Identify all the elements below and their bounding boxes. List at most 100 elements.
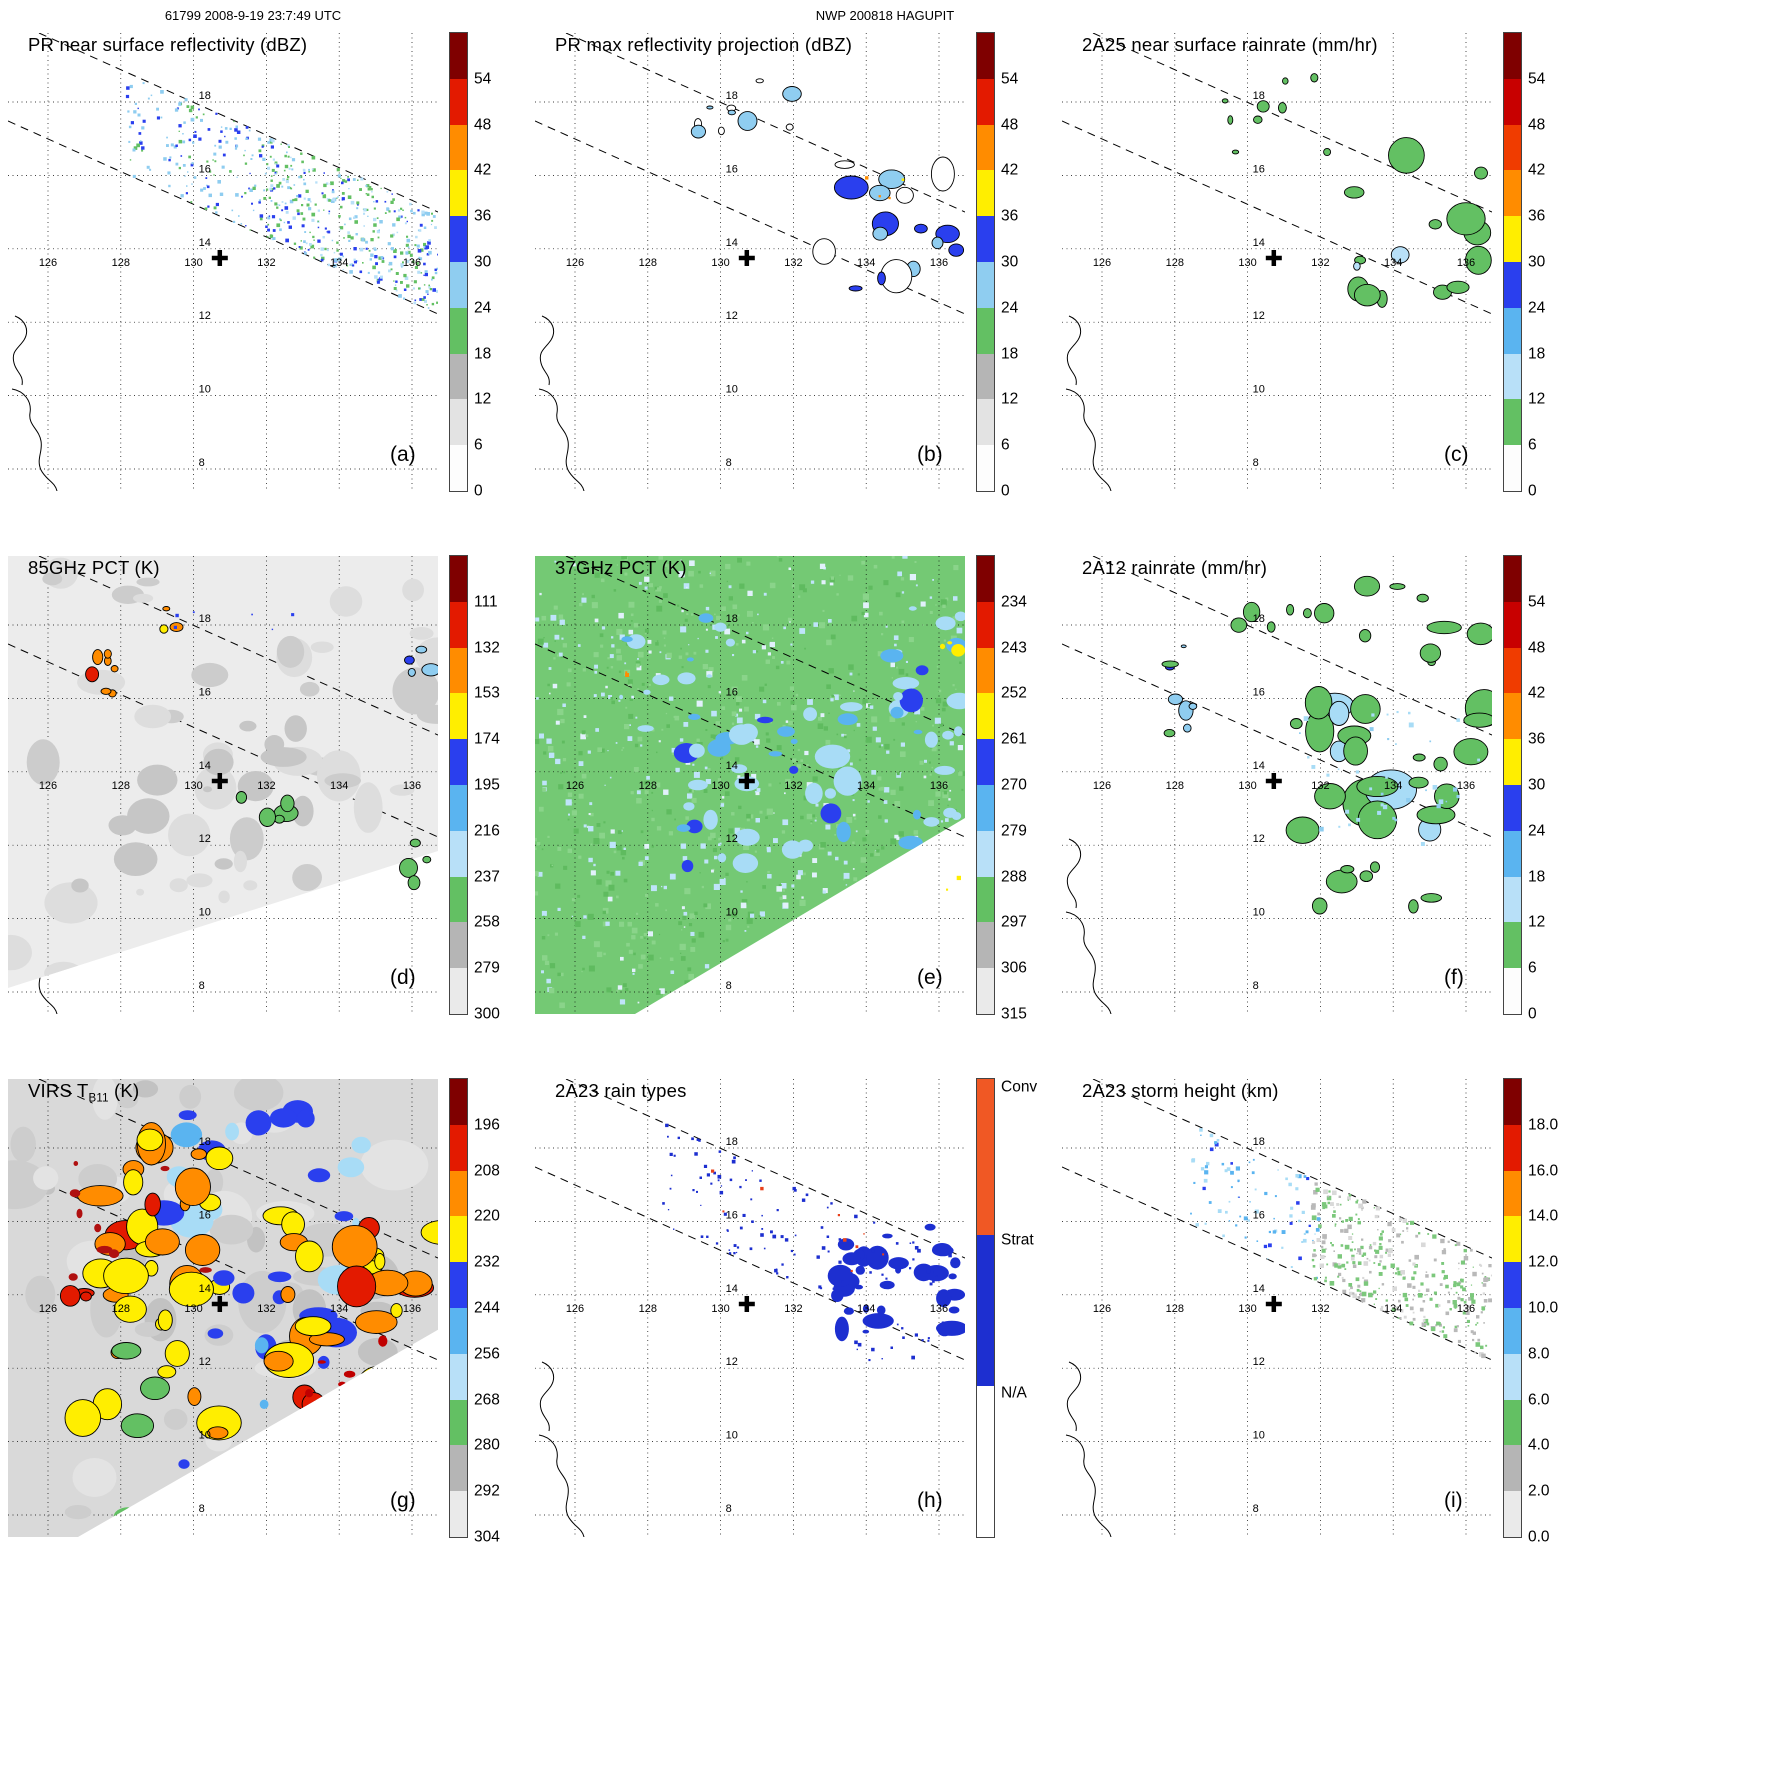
colorbar-tick: 48	[1528, 115, 1546, 133]
grid-lines	[1062, 33, 1492, 491]
svg-text:18: 18	[199, 90, 211, 102]
colorbar-ticks-f: 54 48 42 36 30 24 18 12 6 0	[1528, 556, 1582, 1021]
storm-center-marker	[738, 249, 755, 266]
svg-text:12: 12	[1253, 310, 1265, 322]
colorbar-segment	[977, 124, 994, 171]
colorbar-tick: 270	[1001, 776, 1027, 794]
panel-letter: (b)	[917, 443, 943, 466]
colorbar-segment	[1504, 922, 1521, 969]
colorbar-tick: N/A	[1001, 1384, 1027, 1402]
storm-center-marker	[1265, 249, 1282, 266]
colorbar-tick: 6	[1528, 959, 1537, 977]
svg-text:8: 8	[726, 457, 732, 469]
field-cluster	[1190, 1128, 1321, 1280]
svg-text:12: 12	[199, 310, 211, 322]
svg-text:8: 8	[199, 457, 205, 469]
svg-text:134: 134	[857, 780, 875, 792]
colorbar-tick: 280	[474, 1436, 500, 1454]
colorbar-tick: 24	[474, 299, 492, 317]
colorbar-segment	[450, 693, 467, 740]
colorbar-tick: 54	[1528, 70, 1546, 88]
svg-text:130: 130	[711, 780, 729, 792]
colorbar-segment	[1504, 1353, 1521, 1400]
colorbar-segment	[977, 78, 994, 125]
colorbar-tick: 268	[474, 1390, 500, 1408]
colorbar-tick: 0	[1001, 482, 1010, 500]
colorbar-tick: 279	[1001, 822, 1027, 840]
colorbar-tick: 54	[1001, 70, 1019, 88]
colorbar-e	[976, 555, 995, 1015]
colorbar-segment	[450, 784, 467, 831]
panel-title-b: PR max reflectivity projection (dBZ)	[555, 34, 853, 55]
map-i: 126 128 130 132 134 136 18 16 14 12 10 8 (i)	[1062, 1079, 1492, 1537]
panel-title-e: 37GHz PCT (K)	[555, 557, 687, 578]
svg-text:134: 134	[330, 780, 348, 792]
colorbar-tick: 48	[1528, 638, 1546, 656]
panel-letter: (f)	[1444, 966, 1464, 989]
svg-text:18: 18	[726, 1136, 738, 1148]
svg-text:128: 128	[1166, 780, 1184, 792]
colorbar-tick: 256	[474, 1345, 500, 1363]
coastline	[1065, 1361, 1112, 1537]
colorbar-tick: 48	[1001, 115, 1019, 133]
colorbar-segment	[450, 830, 467, 877]
colorbar-c	[1503, 32, 1522, 492]
field-cluster	[865, 176, 905, 200]
field-cluster	[1299, 711, 1480, 846]
colorbar-tick: 111	[474, 593, 498, 611]
svg-text:136: 136	[403, 780, 421, 792]
field-cluster	[173, 611, 295, 631]
svg-text:128: 128	[639, 1303, 657, 1315]
colorbar-ticks-h: Conv Strat N/A	[1001, 1079, 1055, 1537]
colorbar-tick: 42	[1528, 161, 1546, 179]
panel-title-g: VIRS TB11 (K)	[28, 1080, 139, 1105]
svg-text:126: 126	[39, 1303, 57, 1315]
colorbar-segment	[450, 1491, 467, 1537]
svg-text:8: 8	[1253, 980, 1259, 992]
colorbar-segment	[1504, 170, 1521, 217]
grid-lines	[8, 33, 438, 491]
svg-text:10: 10	[726, 384, 738, 396]
colorbar-segment	[1504, 601, 1521, 648]
grid-labels: 126 128 130 132 134 136 18 16 14 12 10 8	[39, 1136, 421, 1515]
colorbar-segment	[450, 647, 467, 694]
svg-text:130: 130	[1238, 780, 1256, 792]
field-cluster	[1310, 1182, 1492, 1359]
svg-text:126: 126	[566, 1303, 584, 1315]
svg-text:132: 132	[784, 1303, 802, 1315]
field-cluster	[1343, 137, 1492, 308]
colorbar-tick: 216	[474, 822, 500, 840]
svg-text:10: 10	[199, 907, 211, 919]
svg-text:14: 14	[726, 237, 738, 249]
panel-d: 85GHz PCT (K) 126 128 130 132 134 136 18 16 14 12 1…	[8, 555, 530, 1034]
map-f: 126 128 130 132 134 136 18 16 14 12 10 8 (f)	[1062, 556, 1492, 1014]
colorbar-tick: 8.0	[1528, 1345, 1550, 1363]
colorbar-segment	[977, 556, 994, 602]
colorbar-tick: 0	[1528, 1005, 1537, 1023]
svg-text:8: 8	[726, 1503, 732, 1515]
colorbar-tick: 279	[474, 959, 500, 977]
colorbar-segment	[1504, 968, 1521, 1014]
svg-text:10: 10	[1253, 1430, 1265, 1442]
field-cluster	[1311, 861, 1443, 915]
svg-text:130: 130	[1238, 1303, 1256, 1315]
svg-text:14: 14	[1253, 760, 1265, 772]
field-cluster	[827, 1223, 965, 1342]
svg-text:136: 136	[1457, 780, 1475, 792]
svg-text:14: 14	[1253, 1283, 1265, 1295]
svg-text:8: 8	[199, 980, 205, 992]
colorbar-f	[1503, 555, 1522, 1015]
svg-text:132: 132	[1311, 1303, 1329, 1315]
colorbar-segment	[1504, 445, 1521, 491]
svg-text:16: 16	[199, 686, 211, 698]
colorbar-segment	[1504, 830, 1521, 877]
svg-text:136: 136	[403, 1303, 421, 1315]
field-cluster	[59, 1122, 234, 1308]
colorbar-segment	[450, 968, 467, 1014]
panel-i: 2A23 storm height (km) 126 128 130 132 134 136…	[1062, 1078, 1584, 1557]
colorbar-tick: 300	[474, 1005, 500, 1023]
svg-text:18: 18	[726, 613, 738, 625]
colorbar-tick: 195	[474, 776, 500, 794]
svg-text:8: 8	[1253, 1503, 1259, 1515]
